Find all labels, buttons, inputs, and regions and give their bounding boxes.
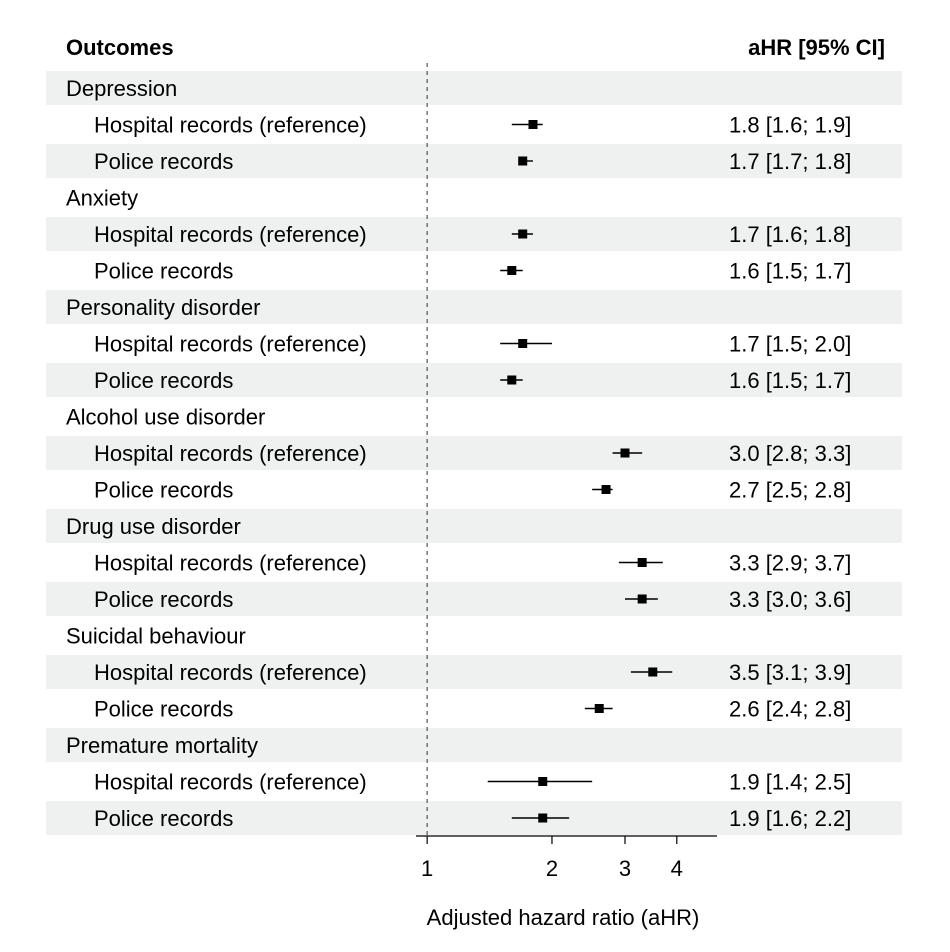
row-label: Police records	[94, 587, 233, 612]
outcome-group-label: Premature mortality	[66, 733, 258, 758]
row-stripes	[46, 71, 902, 835]
estimate-marker	[518, 229, 528, 239]
row-label: Hospital records (reference)	[94, 332, 367, 357]
x-tick-label: 2	[546, 856, 558, 881]
row-stripe	[46, 71, 902, 105]
row-label: Hospital records (reference)	[94, 551, 367, 576]
estimate-ci-value: 1.6 [1.5; 1.7]	[729, 259, 851, 284]
row-stripe	[46, 144, 902, 178]
estimate-marker	[620, 448, 630, 458]
row-label: Hospital records (reference)	[94, 441, 367, 466]
ci-column-header: aHR [95% CI]	[748, 35, 885, 60]
row-stripe	[46, 509, 902, 543]
outcome-group-label: Suicidal behaviour	[66, 624, 246, 649]
row-label: Police records	[94, 368, 233, 393]
estimate-ci-value: 3.3 [3.0; 3.6]	[729, 587, 851, 612]
estimate-ci-value: 3.5 [3.1; 3.9]	[729, 660, 851, 685]
row-stripe	[46, 436, 902, 470]
estimate-ci-value: 2.6 [2.4; 2.8]	[729, 697, 851, 722]
row-stripe	[46, 801, 902, 835]
estimate-marker	[518, 339, 528, 348]
row-stripe	[46, 582, 902, 616]
estimate-marker	[507, 266, 517, 275]
estimate-marker	[538, 777, 548, 786]
row-label: Police records	[94, 478, 233, 503]
estimate-ci-value: 1.9 [1.6; 2.2]	[729, 806, 851, 831]
estimate-ci-value: 1.7 [1.7; 1.8]	[729, 149, 851, 174]
estimate-ci-value: 1.9 [1.4; 2.5]	[729, 770, 851, 795]
row-label: Hospital records (reference)	[94, 660, 367, 685]
row-label: Hospital records (reference)	[94, 770, 367, 795]
estimate-marker	[601, 485, 611, 494]
row-stripe	[46, 217, 902, 251]
row-label: Hospital records (reference)	[94, 113, 367, 138]
estimate-marker	[637, 558, 647, 567]
row-label: Hospital records (reference)	[94, 222, 367, 247]
row-stripe	[46, 655, 902, 689]
estimate-marker	[538, 813, 548, 823]
estimate-ci-value: 1.7 [1.5; 2.0]	[729, 332, 851, 357]
estimate-marker	[648, 667, 658, 677]
estimate-ci-value: 1.7 [1.6; 1.8]	[729, 222, 851, 247]
estimate-marker	[518, 156, 528, 166]
estimate-marker	[594, 704, 604, 713]
x-tick-label: 4	[671, 856, 683, 881]
outcome-group-label: Personality disorder	[66, 295, 260, 320]
row-label: Police records	[94, 806, 233, 831]
estimate-ci-value: 3.3 [2.9; 3.7]	[729, 551, 851, 576]
x-tick-label: 3	[619, 856, 631, 881]
estimate-ci-value: 2.7 [2.5; 2.8]	[729, 478, 851, 503]
estimate-ci-value: 1.6 [1.5; 1.7]	[729, 368, 851, 393]
estimate-marker	[637, 594, 647, 604]
estimate-ci-value: 3.0 [2.8; 3.3]	[729, 441, 851, 466]
estimate-marker	[528, 120, 538, 129]
x-axis-title: Adjusted hazard ratio (aHR)	[427, 905, 700, 930]
row-stripe	[46, 290, 902, 324]
row-label: Police records	[94, 149, 233, 174]
row-label: Police records	[94, 697, 233, 722]
outcome-group-label: Alcohol use disorder	[66, 405, 265, 430]
outcomes-column-header: Outcomes	[66, 35, 174, 60]
row-label: Police records	[94, 259, 233, 284]
row-stripe	[46, 363, 902, 397]
row-stripe	[46, 728, 902, 762]
outcome-group-label: Depression	[66, 76, 177, 101]
x-tick-label: 1	[421, 856, 433, 881]
outcome-group-label: Drug use disorder	[66, 514, 241, 539]
outcome-group-label: Anxiety	[66, 186, 138, 211]
estimate-marker	[507, 375, 517, 385]
estimate-ci-value: 1.8 [1.6; 1.9]	[729, 113, 851, 138]
